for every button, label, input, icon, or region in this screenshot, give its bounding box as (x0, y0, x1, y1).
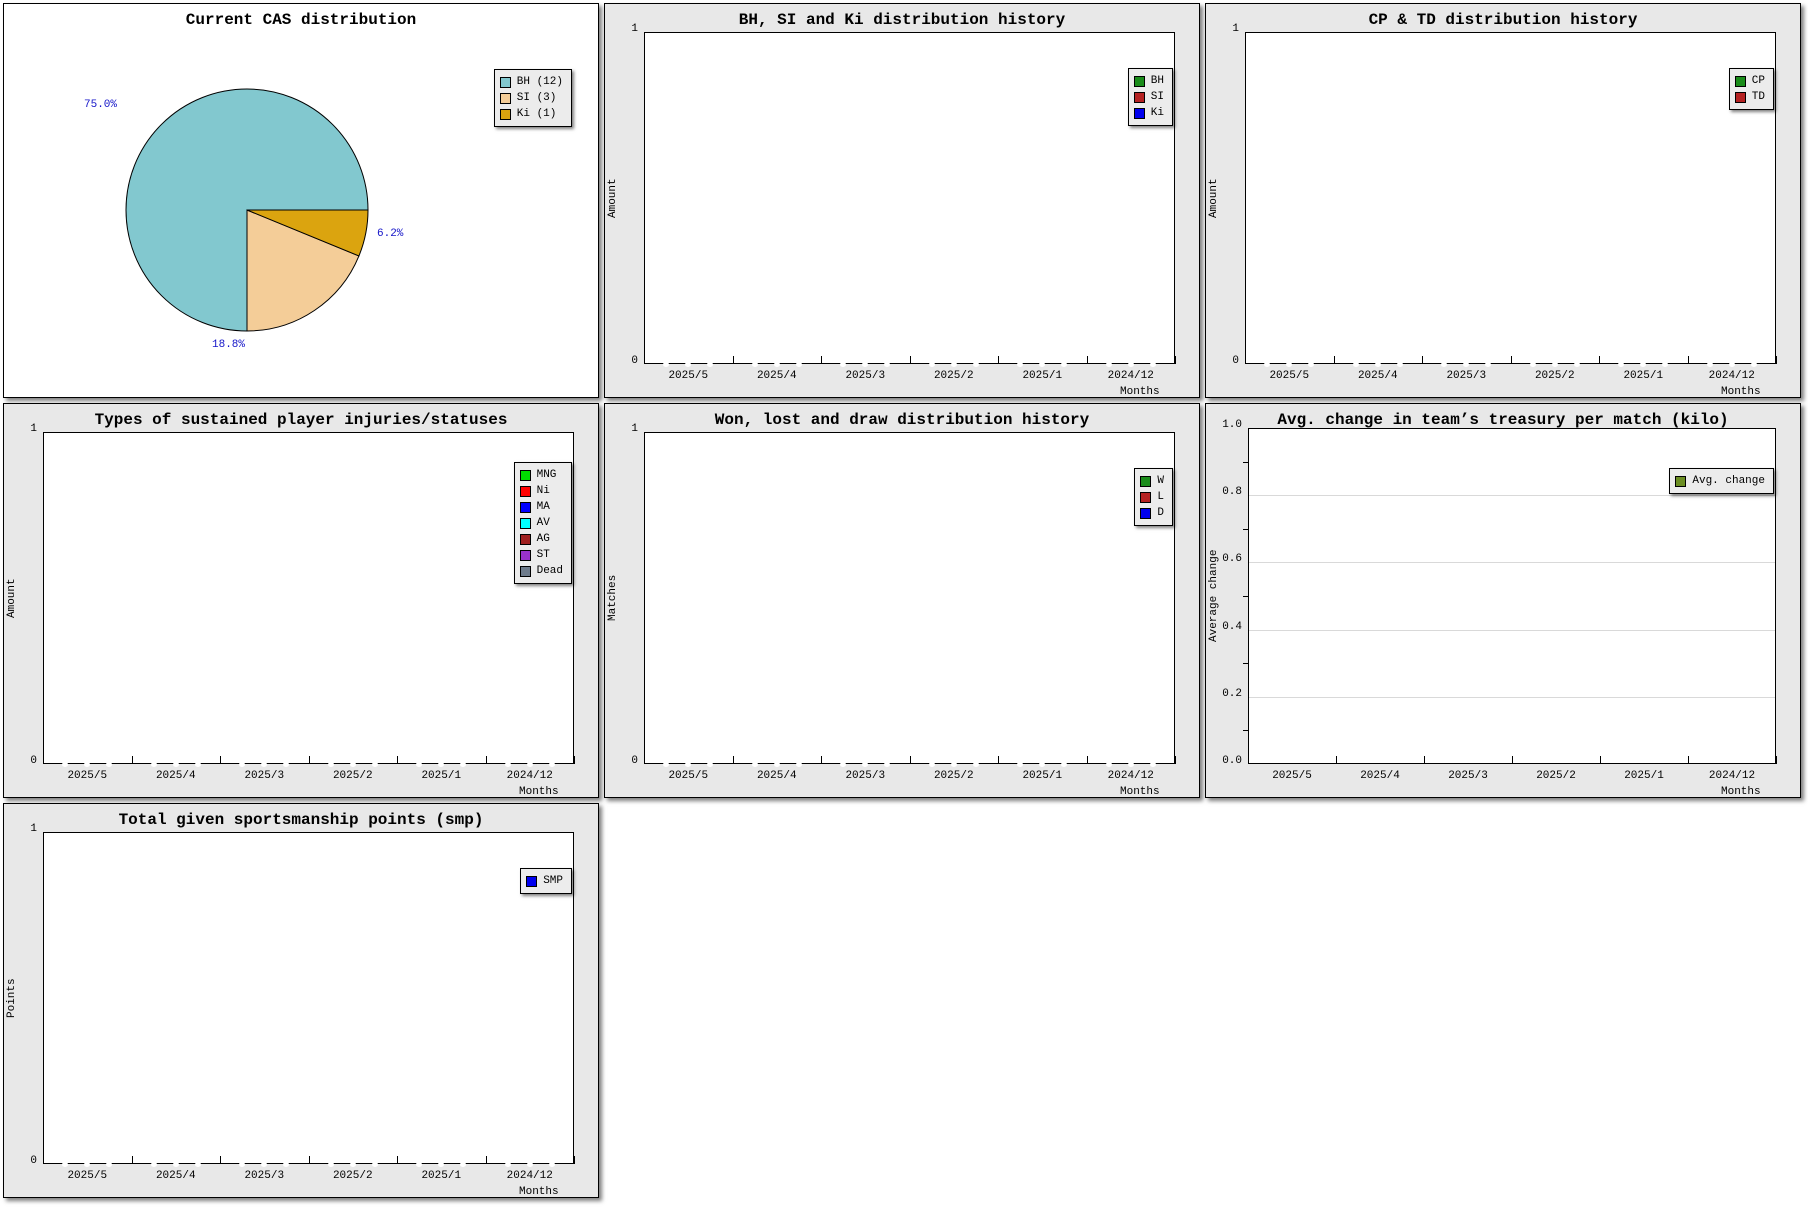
svg-text:75.0%: 75.0% (84, 99, 117, 111)
svg-text:6.2%: 6.2% (377, 228, 404, 240)
svg-text:18.8%: 18.8% (212, 339, 245, 351)
